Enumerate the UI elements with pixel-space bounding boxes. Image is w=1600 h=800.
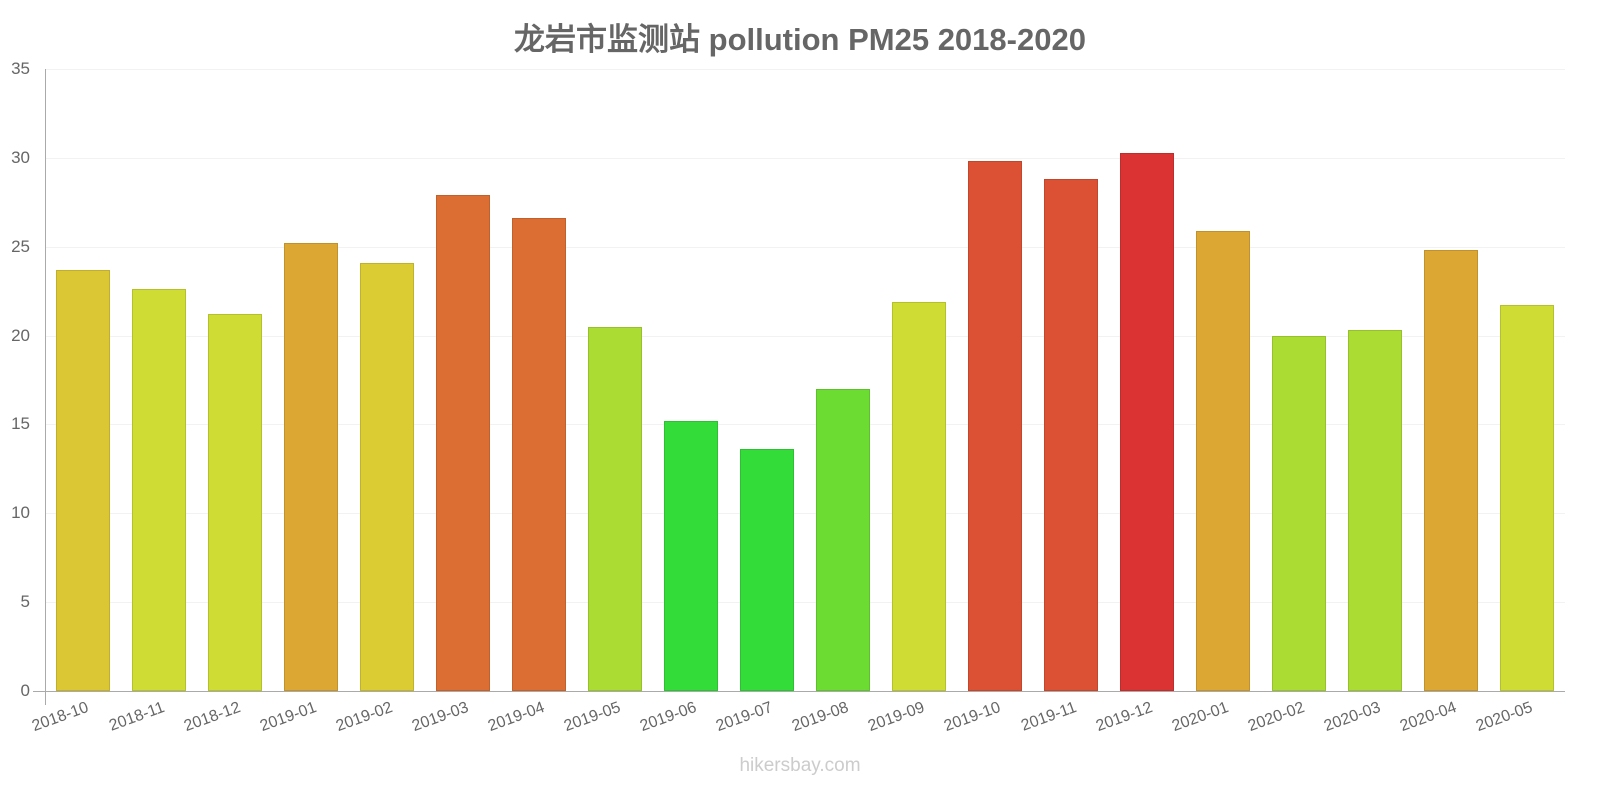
- x-tick-label: 2018-11: [106, 699, 167, 735]
- bar-2019-06[interactable]: [664, 420, 718, 691]
- y-tick-label: 5: [20, 592, 30, 612]
- bar-2019-01[interactable]: [284, 243, 338, 691]
- x-tick-label: 2020-03: [1321, 699, 1383, 736]
- x-tick-label: 2020-04: [1397, 699, 1459, 736]
- y-tick-label: 30: [11, 147, 30, 167]
- bar-2018-11[interactable]: [132, 289, 186, 691]
- bar-2019-02[interactable]: [360, 262, 414, 691]
- bar-2020-01[interactable]: [1196, 230, 1250, 691]
- y-tick-label: 0: [20, 681, 30, 700]
- x-tick-label: 2020-05: [1473, 699, 1535, 736]
- x-tick-label: 2019-03: [409, 699, 471, 736]
- bar-2020-05[interactable]: [1500, 305, 1554, 691]
- gridline: [45, 424, 1565, 426]
- bar-2020-03[interactable]: [1348, 330, 1402, 691]
- gridline: [45, 69, 1565, 70]
- gridline: [45, 602, 1565, 604]
- chart-title: 龙岩市监测站 pollution PM25 2018-2020: [514, 22, 1086, 57]
- x-tick-label: 2019-11: [1018, 699, 1079, 735]
- x-axis-line: [33, 691, 1565, 692]
- gridline: [45, 157, 1565, 159]
- y-tick-label: 10: [11, 503, 30, 523]
- y-tick-label: 35: [11, 59, 30, 78]
- y-tick-label: 25: [11, 236, 30, 256]
- gridline: [45, 513, 1565, 515]
- x-tick-label: 2019-10: [941, 699, 1003, 736]
- x-tick-label: 2018-12: [181, 699, 243, 736]
- y-tick-label: 15: [11, 414, 30, 434]
- x-tick-label: 2019-07: [713, 699, 775, 736]
- x-tick-label: 2020-01: [1169, 699, 1231, 736]
- bar-2018-12[interactable]: [208, 314, 262, 691]
- bar-2019-10[interactable]: [968, 161, 1022, 691]
- x-tick-label: 2020-02: [1245, 699, 1307, 736]
- x-tick-label: 2018-10: [29, 699, 91, 736]
- bar-2019-07[interactable]: [740, 449, 794, 691]
- bar-2019-03[interactable]: [436, 195, 490, 691]
- x-tick-label: 2019-02: [333, 699, 395, 736]
- x-tick-label: 2019-05: [561, 699, 623, 736]
- bar-2020-04[interactable]: [1424, 250, 1478, 691]
- bar-2019-04[interactable]: [512, 218, 566, 691]
- bar-2019-12[interactable]: [1120, 152, 1174, 691]
- x-tick-label: 2019-06: [637, 699, 699, 736]
- bar-2019-11[interactable]: [1044, 179, 1098, 691]
- x-tick-label: 2019-04: [485, 699, 547, 736]
- y-axis-line: [45, 69, 46, 705]
- x-tick-label: 2019-09: [865, 699, 927, 736]
- watermark: hikersbay.com: [739, 755, 861, 776]
- bar-2019-08[interactable]: [816, 388, 870, 691]
- bar-2019-09[interactable]: [892, 301, 946, 691]
- bar-2018-10[interactable]: [56, 269, 110, 691]
- x-tick-label: 2019-01: [257, 699, 319, 736]
- x-tick-label: 2019-08: [789, 699, 851, 736]
- x-tick-label: 2019-12: [1093, 699, 1155, 736]
- bar-2019-05[interactable]: [588, 326, 642, 691]
- gridline: [45, 335, 1565, 337]
- bar-2020-02[interactable]: [1272, 335, 1326, 691]
- y-tick-label: 20: [11, 325, 30, 345]
- gridline: [45, 246, 1565, 248]
